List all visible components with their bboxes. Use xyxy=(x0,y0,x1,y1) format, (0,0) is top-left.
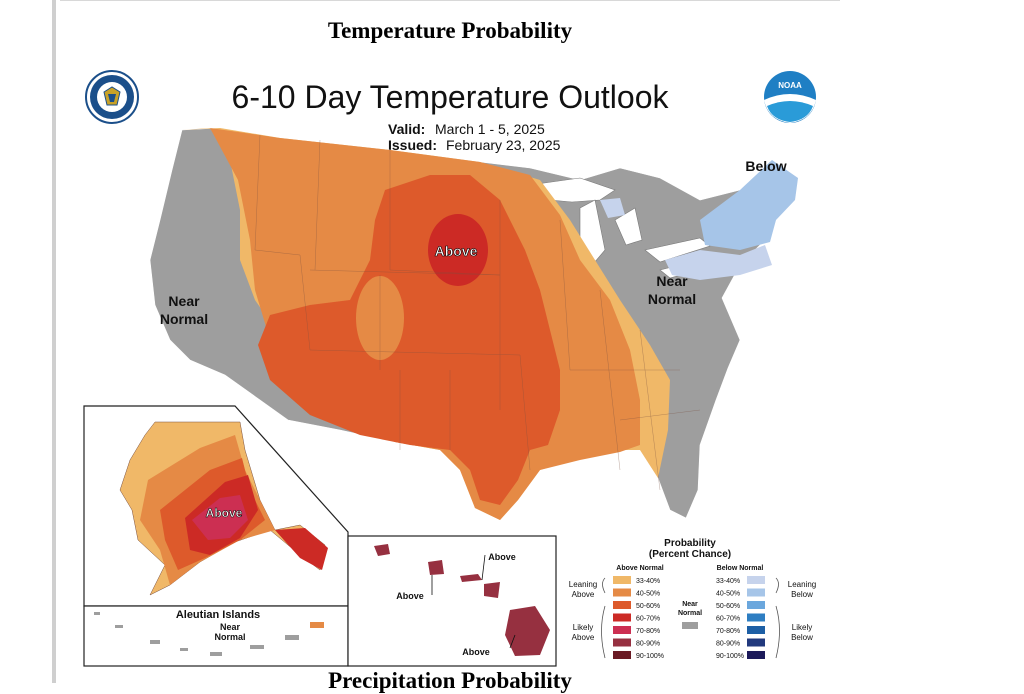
legend-near-line2: Normal xyxy=(678,610,702,617)
legend-above-swatch-0 xyxy=(613,576,631,584)
above-label-alaska: Above xyxy=(206,506,243,520)
map-title: 6-10 Day Temperature Outlook xyxy=(232,79,670,115)
legend-below-label-1: 40-50% xyxy=(716,591,740,598)
commerce-seal-icon xyxy=(85,70,139,124)
legend-likely-below-line1: Likely xyxy=(792,623,812,632)
aleutian-near-line2: Normal xyxy=(214,632,245,642)
legend-below-swatch-0 xyxy=(747,576,765,584)
state-boundaries xyxy=(254,134,701,491)
legend-above-swatch-3 xyxy=(613,613,631,622)
legend-likely-below-line2: Below xyxy=(791,633,813,642)
legend-above-swatch-6 xyxy=(613,651,631,659)
aleutian-islands-shapes xyxy=(94,612,324,656)
hawaii-above-1: Above xyxy=(488,552,516,562)
aleutian-title: Aleutian Islands xyxy=(176,609,260,621)
legend-leaning-below-line1: Leaning xyxy=(788,580,816,589)
page-top-rule xyxy=(60,0,840,1)
legend-below-label-0: 33-40% xyxy=(716,578,740,585)
below-normal-region-mid xyxy=(700,160,798,250)
near-normal-west-line1: Near xyxy=(168,293,200,309)
near-normal-west-line2: Normal xyxy=(160,311,208,327)
legend-above-swatch-5 xyxy=(613,638,631,647)
legend-below-label-6: 90-100% xyxy=(716,653,744,660)
page-left-border xyxy=(52,0,56,683)
legend-leaning-above-line2: Above xyxy=(572,590,595,599)
legend-leaning-below-line2: Below xyxy=(791,590,813,599)
legend-below-swatch-3 xyxy=(747,613,765,622)
issued-label: Issued: xyxy=(388,137,437,153)
legend-near-line1: Near xyxy=(682,601,698,608)
legend-above-swatch-4 xyxy=(613,626,631,634)
legend-below-label-3: 60-70% xyxy=(716,616,740,623)
below-normal-region-light xyxy=(665,245,772,280)
legend-brackets xyxy=(601,577,780,659)
legend-below-swatch-4 xyxy=(747,626,765,634)
legend-above-label-2: 50-60% xyxy=(636,603,660,610)
legend-likely-above-line1: Likely xyxy=(573,623,593,632)
near-normal-east-line1: Near xyxy=(656,273,688,289)
next-section-title: Precipitation Probability xyxy=(328,668,572,693)
legend-below-label-5: 80-90% xyxy=(716,641,740,648)
below-label-conus: Below xyxy=(745,158,786,174)
legend-above-swatch-2 xyxy=(613,601,631,609)
below-normal-region-lake xyxy=(600,198,625,218)
issued-value: February 23, 2025 xyxy=(446,137,561,153)
noaa-logo-icon: NOAA xyxy=(764,71,816,123)
legend-near-normal-swatch xyxy=(682,622,698,629)
legend-above-swatch-1 xyxy=(613,588,631,597)
legend-above-label-1: 40-50% xyxy=(636,591,660,598)
legend-above-label-6: 90-100% xyxy=(636,653,664,660)
legend-below-swatch-6 xyxy=(747,651,765,659)
above-label-conus: Above xyxy=(435,243,478,259)
legend-below-header: Below Normal xyxy=(717,565,764,572)
legend-title-line2: (Percent Chance) xyxy=(649,549,731,560)
hawaii-above-3: Above xyxy=(462,647,490,657)
legend-below-label-2: 50-60% xyxy=(716,603,740,610)
legend-above-header: Above Normal xyxy=(616,565,664,572)
noaa-logo-text: NOAA xyxy=(778,81,802,90)
legend-below-label-4: 70-80% xyxy=(716,628,740,635)
legend-below-swatch-1 xyxy=(747,588,765,597)
legend-above-bins: 33-40% 40-50% 50-60% 60-70% 70-80% 80-90% 90-1… xyxy=(613,576,664,660)
legend-above-label-0: 33-40% xyxy=(636,578,660,585)
hawaii-islands xyxy=(374,544,550,656)
near-normal-east-line2: Normal xyxy=(648,291,696,307)
legend-below-swatch-2 xyxy=(747,601,765,609)
temperature-outlook-map: 6-10 Day Temperature Outlook Valid: Marc… xyxy=(83,70,816,667)
hawaii-leader-lines xyxy=(431,554,516,649)
legend-title-line1: Probability xyxy=(664,538,716,549)
legend-above-label-5: 80-90% xyxy=(636,641,660,648)
legend-above-label-4: 70-80% xyxy=(636,628,660,635)
above-60-70-core xyxy=(428,214,488,286)
legend-below-bins: 33-40% 40-50% 50-60% 60-70% 70-80% 80-90% 90-1… xyxy=(716,576,765,660)
aleutian-near-line1: Near xyxy=(220,622,241,632)
legend-below-swatch-5 xyxy=(747,638,765,647)
legend-above-label-3: 60-70% xyxy=(636,616,660,623)
section-title: Temperature Probability xyxy=(327,18,573,43)
valid-value: March 1 - 5, 2025 xyxy=(435,121,545,137)
alaska-map: Above xyxy=(119,421,328,596)
legend-leaning-above-line1: Leaning xyxy=(569,580,597,589)
legend-likely-above-line2: Above xyxy=(572,633,595,642)
probability-legend: Probability (Percent Chance) Above Norma… xyxy=(569,538,816,660)
valid-label: Valid: xyxy=(388,121,425,137)
hawaii-above-2: Above xyxy=(396,591,424,601)
